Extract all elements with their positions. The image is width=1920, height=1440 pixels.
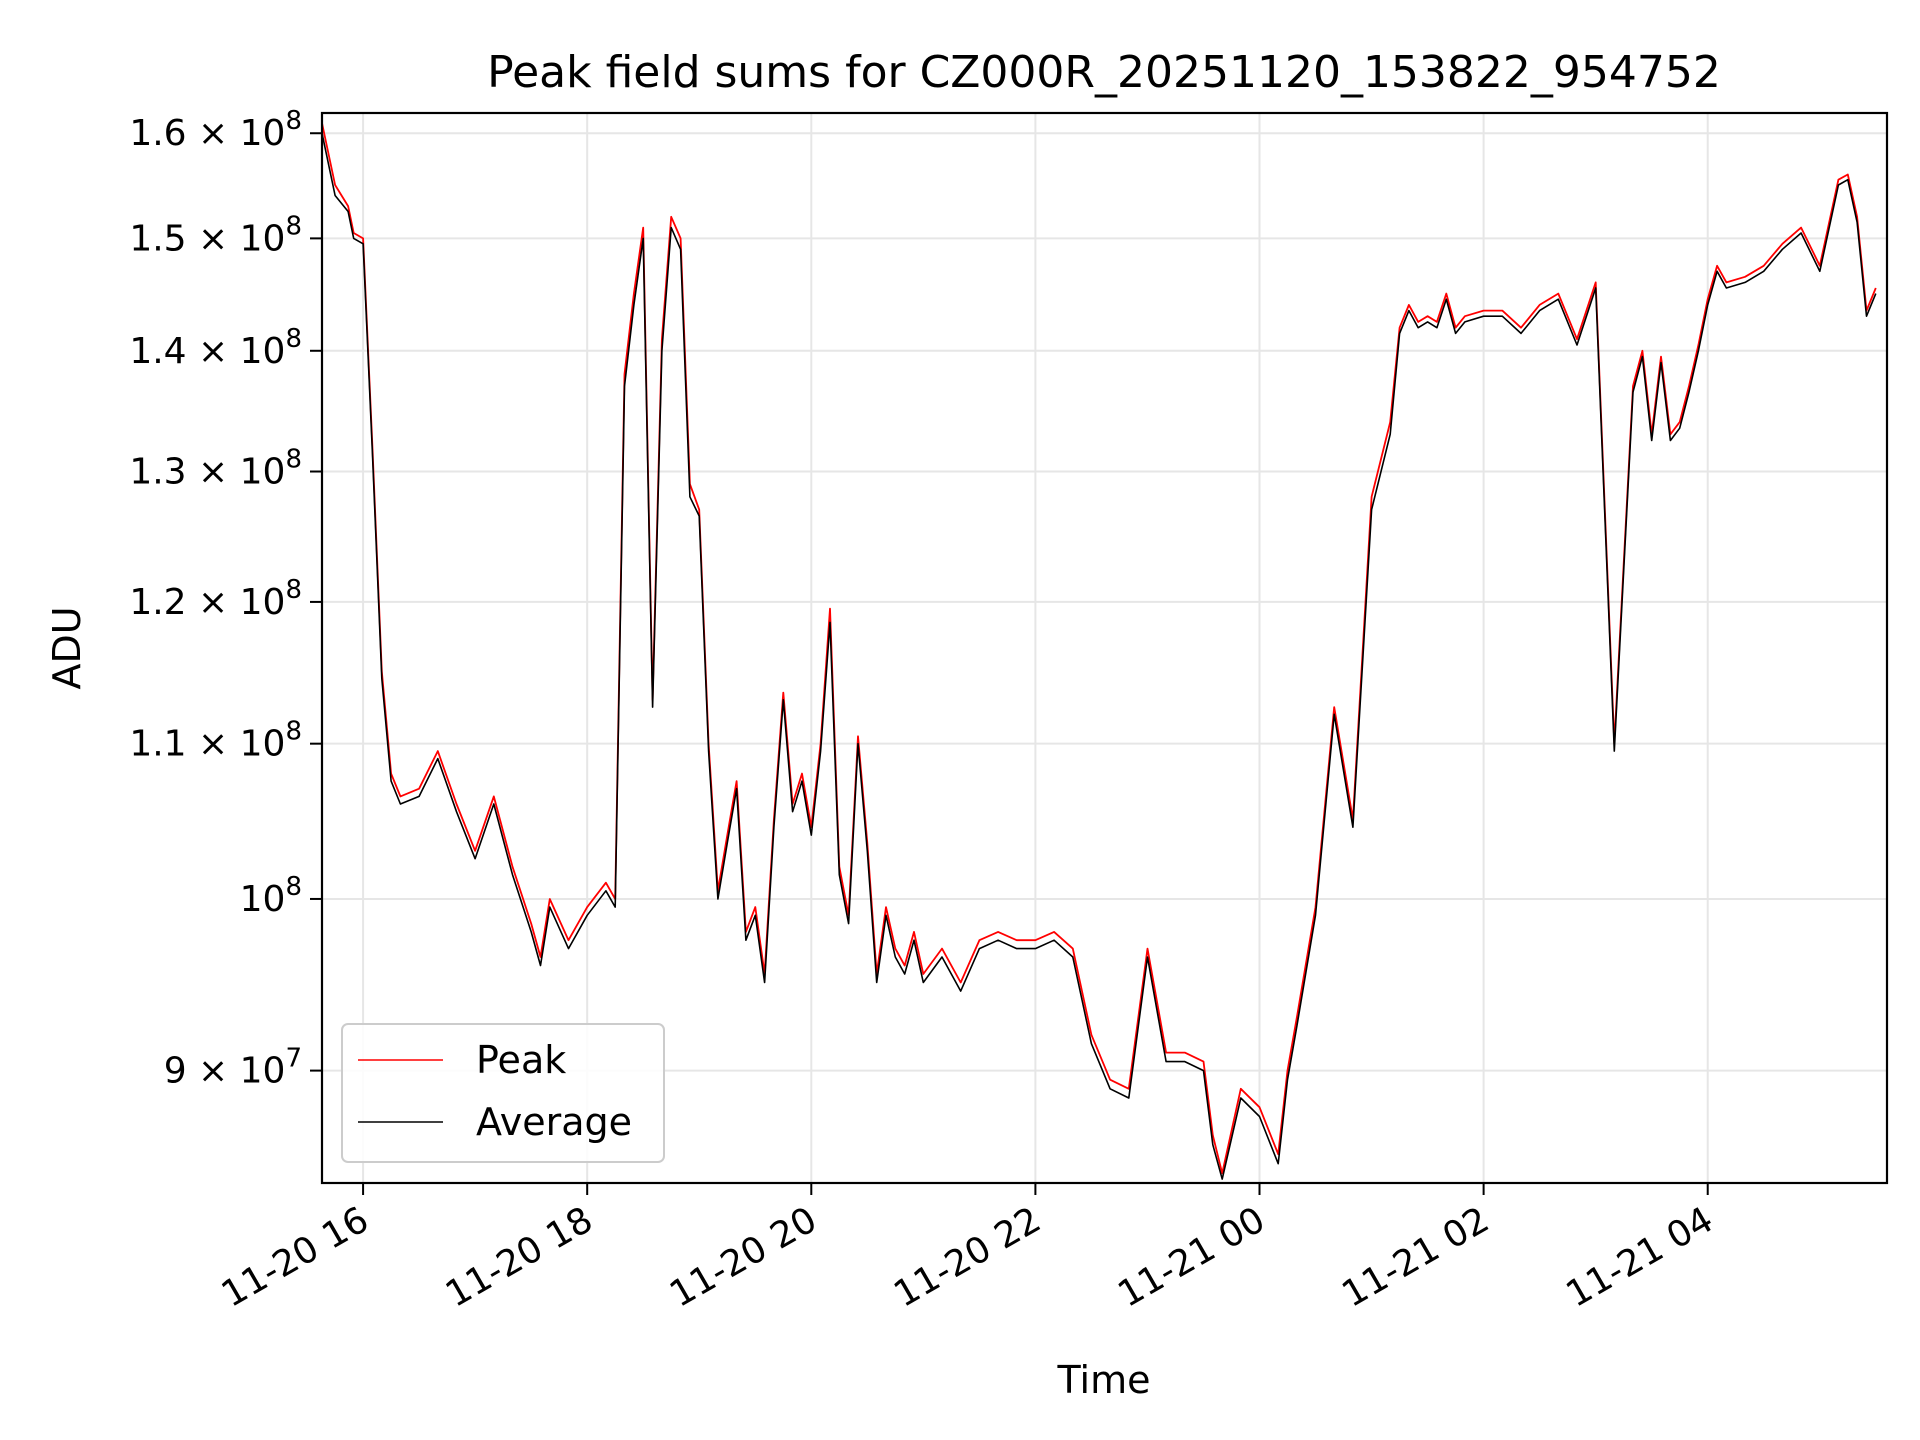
y-tick-label: 108 [240,872,302,920]
legend: Peak Average [341,1023,665,1163]
x-axis-label: Time [1057,1358,1151,1402]
y-tick-label: 1.2 × 108 [129,575,302,623]
y-tick-label: 1.3 × 108 [129,445,302,493]
y-tick-label: 1.5 × 108 [129,211,302,259]
y-axis-label: ADU [45,606,89,689]
legend-label-average: Average [476,1100,632,1144]
series-layer [321,122,1877,1180]
y-tick-label: 1.6 × 108 [129,106,302,154]
y-tick-label: 1.1 × 108 [129,717,302,765]
series-line-average [321,133,1877,1180]
y-tick-label: 9 × 107 [164,1044,302,1092]
legend-box [341,1023,665,1163]
plot-frame [320,111,1889,1185]
legend-label-peak: Peak [476,1038,566,1082]
y-tick-label: 1.4 × 108 [129,324,302,372]
y-axis-ticks: 9 × 107 108 1.1 × 108 1.2 × 108 1.3 × 108 1.4… [129,106,322,1092]
series-line-peak [321,122,1877,1175]
chart-title: Peak field sums for CZ000R_20251120_1538… [487,47,1721,98]
